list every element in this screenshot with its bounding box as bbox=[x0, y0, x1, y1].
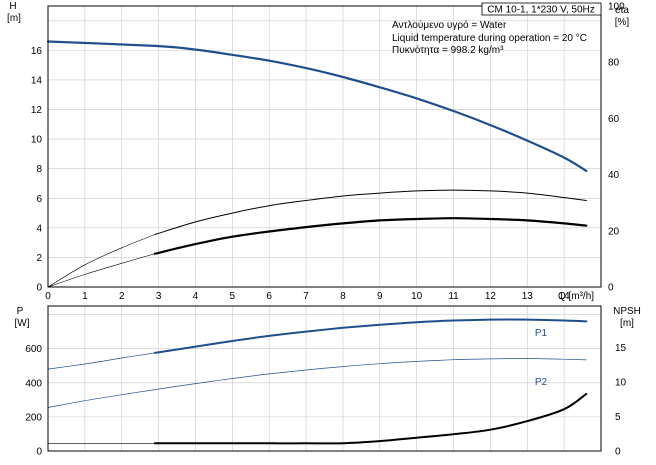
x-tick-label: 5 bbox=[230, 291, 236, 302]
info-box bbox=[481, 2, 602, 16]
x-tick-label: 0 bbox=[45, 291, 51, 302]
top-left-tick-label: 2 bbox=[36, 253, 42, 264]
bottom-right-tick-label: 10 bbox=[615, 377, 627, 388]
bottom-left-axis-unit: [W] bbox=[15, 318, 30, 329]
x-tick-label: 4 bbox=[193, 291, 199, 302]
bottom-left-axis-label: P bbox=[17, 306, 24, 317]
x-tick-label: 6 bbox=[266, 291, 272, 302]
bottom-series-2 bbox=[47, 358, 587, 408]
top-left-tick-label: 6 bbox=[36, 194, 42, 205]
info-line-liquid: Αντλούμενο υγρό = Water bbox=[392, 19, 507, 31]
top-right-tick-label: 40 bbox=[608, 170, 620, 181]
top-right-tick-label: 100 bbox=[608, 2, 625, 13]
top-left-tick-label: 0 bbox=[36, 283, 42, 294]
top-left-tick-label: 8 bbox=[36, 164, 42, 175]
top-series-0 bbox=[46, 40, 588, 172]
top-left-axis-unit: [m] bbox=[7, 13, 21, 24]
top-series-2 bbox=[153, 217, 588, 255]
tick-labels: 0 1 2 3 4 5 6 7 8 9 10 11 12 13 1402468101214160204060… bbox=[25, 2, 626, 458]
x-tick-label: 9 bbox=[377, 291, 383, 302]
bottom-right-axis-unit: [m] bbox=[620, 318, 634, 329]
top-right-tick-label: 0 bbox=[608, 283, 614, 294]
bottom-series-0 bbox=[47, 352, 156, 370]
series-label-p2: P2 bbox=[535, 377, 548, 388]
x-tick-label: 12 bbox=[485, 291, 497, 302]
x-axis-label: Q [m³/h] bbox=[558, 291, 594, 302]
x-tick-label: 1 bbox=[82, 291, 88, 302]
x-tick-label: 14 bbox=[559, 291, 571, 302]
top-right-tick-label: 80 bbox=[608, 58, 620, 69]
bottom-plot-frame bbox=[47, 305, 602, 452]
x-tick-label: 3 bbox=[156, 291, 162, 302]
top-right-axis-unit: [%] bbox=[615, 17, 630, 28]
bottom-right-tick-label: 5 bbox=[615, 412, 621, 423]
top-series-1 bbox=[47, 253, 156, 288]
x-tick-label: 11 bbox=[448, 291, 459, 302]
bottom-grid bbox=[47, 306, 602, 452]
info-line-temperature: Liquid temperature during operation = 20… bbox=[392, 33, 587, 44]
top-right-axis-label: eta bbox=[615, 5, 629, 16]
top-right-tick-label: 60 bbox=[608, 114, 620, 125]
bottom-right-axis-label: NPSH bbox=[613, 306, 641, 317]
bottom-series bbox=[47, 318, 588, 445]
bottom-right-tick-label: 0 bbox=[615, 447, 621, 458]
x-tick-label: 13 bbox=[522, 291, 534, 302]
top-series-3 bbox=[47, 234, 156, 288]
bottom-left-tick-label: 200 bbox=[25, 412, 42, 423]
x-tick-label: 8 bbox=[340, 291, 346, 302]
top-series-4 bbox=[154, 189, 587, 235]
bottom-left-tick-label: 0 bbox=[36, 447, 42, 458]
top-left-axis-label: H bbox=[9, 1, 16, 12]
info-title: CM 10-1, 1*230 V, 50Hz bbox=[487, 5, 594, 16]
top-left-tick-label: 10 bbox=[31, 135, 43, 146]
top-left-tick-label: 4 bbox=[36, 223, 42, 234]
top-right-tick-label: 20 bbox=[608, 226, 620, 237]
info-line-density: Πυκνότητα = 998.2 kg/m³ bbox=[392, 44, 504, 56]
x-tick-label: 7 bbox=[303, 291, 309, 302]
top-series bbox=[46, 40, 588, 288]
x-tick-label: 10 bbox=[411, 291, 423, 302]
top-left-tick-label: 12 bbox=[31, 105, 43, 116]
bottom-left-tick-label: 400 bbox=[25, 378, 42, 389]
plot-frames bbox=[47, 5, 602, 452]
bottom-left-tick-label: 600 bbox=[25, 344, 42, 355]
series-label-p1: P1 bbox=[535, 328, 548, 339]
top-left-tick-label: 16 bbox=[31, 46, 43, 57]
top-plot-frame bbox=[47, 5, 602, 288]
top-left-tick-label: 14 bbox=[31, 75, 43, 86]
bottom-series-4 bbox=[153, 392, 588, 445]
x-tick-label: 2 bbox=[119, 291, 125, 302]
top-grid bbox=[47, 6, 602, 288]
bottom-series-1 bbox=[153, 318, 588, 354]
bottom-right-tick-label: 15 bbox=[615, 343, 627, 354]
